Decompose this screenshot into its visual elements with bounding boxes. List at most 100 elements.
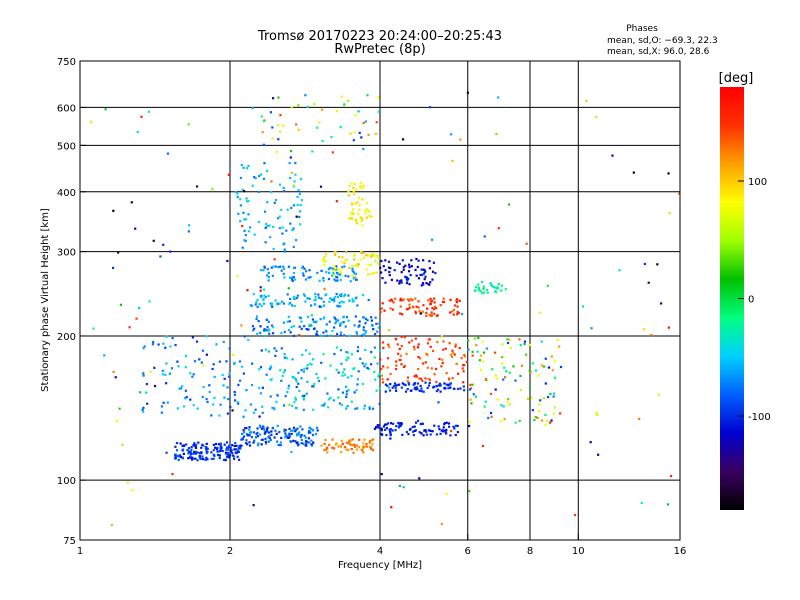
- data-point: [442, 340, 445, 343]
- data-point: [412, 383, 415, 386]
- data-point: [509, 346, 512, 349]
- data-point: [374, 332, 377, 336]
- data-point: [478, 359, 481, 362]
- data-point: [307, 437, 311, 440]
- data-point: [214, 442, 218, 446]
- data-point: [333, 274, 336, 277]
- data-point: [379, 266, 382, 269]
- data-point: [361, 293, 365, 297]
- data-point: [294, 428, 298, 431]
- data-point: [366, 94, 369, 97]
- data-point: [502, 405, 505, 408]
- data-point: [341, 256, 344, 259]
- data-point: [433, 301, 436, 304]
- data-point: [194, 450, 197, 453]
- data-point: [382, 265, 385, 268]
- data-point: [111, 266, 115, 270]
- data-point: [356, 304, 359, 307]
- data-point: [415, 386, 418, 389]
- data-point: [301, 394, 304, 398]
- data-point: [452, 425, 455, 428]
- data-point: [375, 322, 378, 325]
- data-point: [254, 436, 258, 439]
- data-point: [585, 99, 588, 103]
- data-point: [350, 203, 354, 206]
- data-point: [275, 400, 278, 404]
- data-point: [225, 441, 229, 444]
- data-point: [479, 290, 482, 293]
- data-point: [408, 283, 411, 286]
- data-point: [280, 269, 283, 272]
- data-point: [403, 383, 406, 386]
- data-point: [300, 377, 303, 380]
- data-point: [139, 391, 142, 394]
- data-point: [417, 419, 420, 422]
- data-point: [290, 171, 294, 174]
- data-point: [296, 294, 299, 297]
- data-point: [218, 360, 221, 363]
- data-point: [417, 355, 420, 359]
- data-point: [334, 296, 337, 299]
- data-point: [340, 300, 343, 303]
- data-point: [238, 360, 242, 363]
- data-point: [227, 456, 230, 459]
- data-point: [299, 425, 302, 428]
- data-point: [406, 279, 409, 282]
- data-point: [227, 454, 230, 457]
- data-point: [196, 407, 199, 410]
- data-point: [389, 437, 392, 440]
- data-point: [260, 269, 263, 272]
- data-point: [261, 386, 265, 389]
- data-point: [395, 389, 398, 392]
- data-point: [225, 452, 228, 456]
- y-tick-label: 600: [57, 103, 76, 114]
- colorbar-label: [deg]: [719, 71, 754, 86]
- data-point: [326, 446, 329, 449]
- data-point: [544, 423, 547, 426]
- data-point: [303, 325, 306, 328]
- data-point: [597, 453, 600, 456]
- data-point: [238, 447, 241, 450]
- data-point: [191, 336, 194, 339]
- data-point: [451, 377, 454, 380]
- data-point: [395, 261, 399, 264]
- data-point: [179, 456, 183, 459]
- x-axis-label: Frequency [MHz]: [338, 560, 422, 571]
- data-point: [455, 299, 458, 302]
- data-point: [384, 428, 387, 431]
- data-point: [547, 366, 551, 369]
- data-point: [274, 354, 277, 357]
- data-point: [451, 310, 454, 313]
- data-point: [344, 385, 348, 388]
- data-point: [352, 186, 355, 190]
- data-point: [247, 164, 250, 168]
- data-point: [244, 409, 247, 412]
- data-point: [441, 300, 445, 304]
- data-point: [400, 271, 403, 274]
- data-point: [242, 211, 245, 214]
- data-point: [201, 457, 205, 461]
- data-point: [157, 343, 160, 346]
- data-point: [552, 412, 555, 415]
- data-point: [286, 293, 289, 296]
- data-point: [453, 353, 456, 356]
- data-point: [278, 227, 281, 230]
- data-point: [314, 295, 317, 299]
- data-point: [449, 386, 452, 389]
- data-point: [373, 427, 377, 430]
- data-point: [512, 365, 515, 368]
- data-point: [205, 445, 208, 449]
- data-point: [328, 443, 331, 447]
- data-point: [449, 298, 452, 301]
- data-point: [168, 372, 172, 375]
- data-point: [431, 278, 434, 281]
- data-point: [448, 378, 451, 381]
- data-point: [355, 278, 358, 281]
- data-point: [494, 374, 497, 377]
- data-point: [507, 203, 511, 206]
- data-point: [479, 354, 483, 357]
- data-point: [379, 310, 382, 314]
- data-point: [302, 293, 306, 296]
- data-point: [482, 291, 486, 294]
- data-point: [322, 304, 326, 307]
